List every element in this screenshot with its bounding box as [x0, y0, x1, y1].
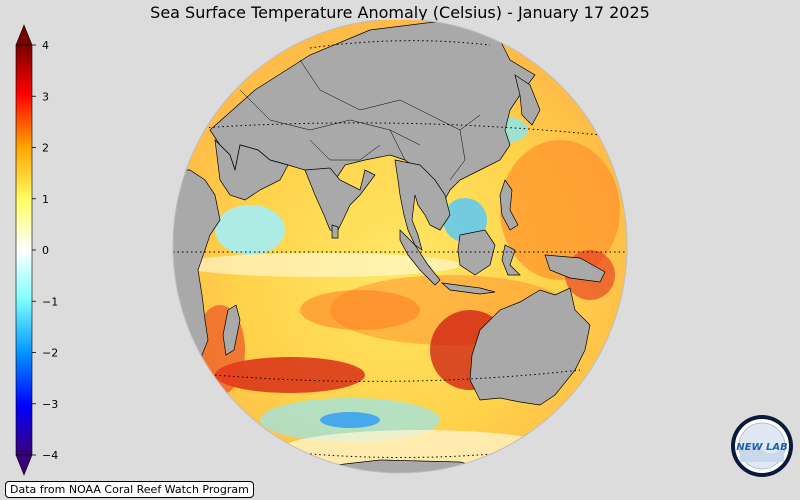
globe-outline: [172, 20, 628, 474]
map-title: Sea Surface Temperature Anomaly (Celsius…: [150, 3, 650, 22]
colorbar-tick-label: −1: [42, 295, 58, 308]
globe-map: [172, 20, 628, 474]
landmass-australia: [469, 287, 591, 406]
landmass-sumatra: [399, 229, 441, 286]
colorbar-tick-label: 2: [42, 142, 49, 155]
colorbar-bottom-extension: [15, 454, 33, 476]
landmass-india: [304, 167, 376, 233]
landmass-java: [440, 282, 496, 295]
colorbar-tick-label: −2: [42, 347, 58, 360]
colorbar-tick-label: −3: [42, 398, 58, 411]
colorbar-gradient: [15, 44, 33, 456]
logo-text: NEW LAB: [736, 442, 787, 453]
landmass-sri-lanka: [331, 224, 339, 239]
landmass-borneo: [457, 229, 496, 276]
landmass-indochina: [394, 159, 451, 251]
noaa-lab-logo: NEW LAB: [731, 415, 793, 477]
landmass-madagascar: [222, 304, 241, 356]
landmass-japan: [514, 74, 541, 126]
country-borders: [239, 59, 481, 181]
colorbar-tick-label: 0: [42, 244, 49, 257]
data-credit: Data from NOAA Coral Reef Watch Program: [5, 481, 254, 498]
land: [173, 20, 606, 473]
colorbar: 4 3 2 1 0 −1 −2 −3 −4: [15, 24, 58, 476]
colorbar-tick-label: 1: [42, 193, 49, 206]
graticule: [173, 40, 627, 458]
colorbar-tick-label: 3: [42, 90, 49, 103]
landmass-new-guinea: [544, 254, 606, 283]
colorbar-top-extension: [15, 24, 33, 46]
landmass-philippines: [499, 179, 519, 231]
colorbar-tick-label: 4: [42, 39, 49, 52]
colorbar-tick-label: −4: [42, 449, 58, 462]
landmass-arabia: [214, 139, 289, 201]
